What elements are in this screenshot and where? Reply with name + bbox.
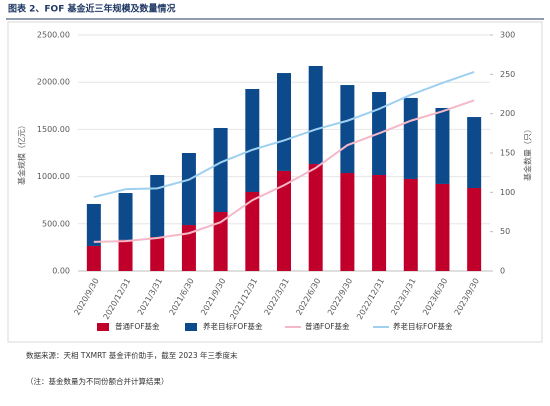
y2-tick-label: 0 — [500, 267, 505, 276]
bar — [308, 164, 323, 271]
legend-label: 养老目标FOF基金 — [203, 321, 263, 331]
bar — [181, 153, 196, 226]
note: （注：基金数量为不同份额合并计算结果） — [26, 376, 169, 386]
x-tick-label: 2022/3/31 — [263, 277, 291, 317]
bar — [372, 174, 387, 271]
bar — [118, 193, 133, 240]
bar — [435, 183, 450, 271]
bar — [150, 174, 165, 238]
y2-axis-title: 基金数量（只） — [523, 125, 533, 181]
chart-title: 图表 2、FOF 基金近三年规模及数量情况 — [8, 3, 175, 15]
bar — [213, 127, 228, 212]
y-tick-label: 1000.00 — [37, 172, 70, 181]
y2-tick-label: 300 — [500, 31, 515, 40]
legend-label: 普通FOF基金 — [115, 321, 160, 331]
y2-tick-label: 100 — [500, 188, 515, 197]
bar — [308, 65, 323, 165]
chart-frame — [7, 21, 543, 343]
x-tick-label: 2023/3/31 — [389, 277, 417, 317]
legend-label: 普通FOF基金 — [305, 321, 350, 331]
y-tick-label: 2000.00 — [37, 78, 70, 87]
y-axis-title: 基金规模（亿元） — [17, 121, 27, 185]
x-tick-label: 2021/9/30 — [199, 277, 227, 317]
y-tick-label: 0.00 — [52, 267, 70, 276]
legend-label: 养老目标FOF基金 — [393, 321, 453, 331]
x-tick-label: 2023/6/30 — [421, 277, 449, 317]
line — [93, 99, 475, 243]
bar — [118, 239, 133, 271]
bar — [86, 203, 101, 246]
bar — [181, 225, 196, 271]
x-tick-label: 2020/9/30 — [72, 277, 100, 317]
bar — [435, 107, 450, 184]
bar — [213, 212, 228, 271]
bar — [86, 245, 101, 271]
x-tick-label: 2021/3/31 — [136, 277, 164, 317]
y-tick-label: 500.00 — [42, 219, 70, 228]
bar — [403, 178, 418, 271]
bar — [403, 97, 418, 179]
y2-tick-label: 150 — [500, 149, 515, 158]
x-tick-label: 2021/6/30 — [168, 277, 196, 317]
x-tick-label: 2023/9/30 — [453, 277, 481, 317]
x-tick-label: 2022/6/30 — [294, 277, 322, 317]
y2-tick-label: 200 — [500, 109, 515, 118]
bar — [340, 85, 355, 174]
bar — [150, 237, 165, 271]
source: 数据来源：天相 TXMRT 基金评价助手，截至 2023 年三季度末 — [26, 350, 238, 360]
bar — [467, 188, 482, 271]
x-tick-label: 2020/12/31 — [102, 277, 133, 321]
y2-tick-label: 50 — [500, 227, 510, 236]
x-tick-label: 2022/9/30 — [326, 277, 354, 317]
x-tick-label: 2022/12/31 — [355, 277, 386, 321]
bar — [467, 117, 482, 189]
legend-swatch — [185, 323, 197, 331]
bar — [277, 73, 291, 171]
y-tick-label: 2500.00 — [37, 31, 70, 40]
bar — [245, 88, 260, 192]
y2-tick-label: 250 — [500, 70, 515, 79]
x-tick-label: 2021/12/31 — [228, 277, 259, 321]
line — [93, 71, 475, 199]
bar — [340, 173, 355, 271]
y-tick-label: 1500.00 — [37, 125, 70, 134]
legend-swatch — [97, 323, 109, 331]
bar — [245, 191, 260, 271]
bar — [277, 170, 291, 271]
